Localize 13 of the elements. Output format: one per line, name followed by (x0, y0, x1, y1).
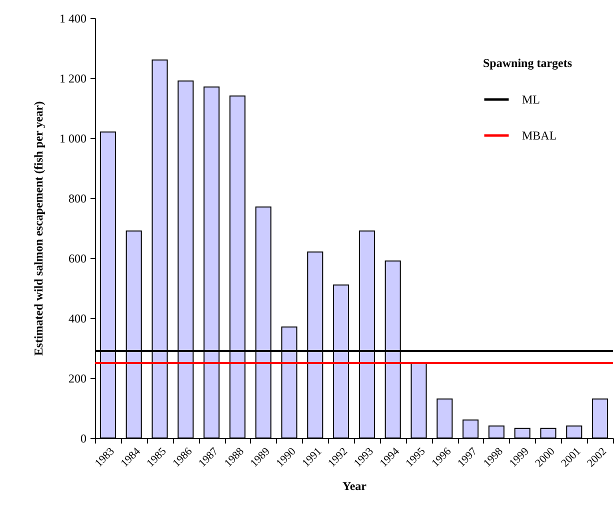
y-tick-label: 1 200 (60, 72, 86, 86)
y-axis-title: Estimated wild salmon escapement (fish per year) (32, 101, 46, 356)
legend-title: Spawning targets (483, 56, 572, 70)
y-tick-label: 200 (68, 372, 86, 386)
y-tick-label: 0 (80, 432, 86, 446)
legend-label: ML (522, 92, 540, 106)
y-tick-label: 1 000 (60, 132, 86, 146)
x-axis-title: Year (342, 478, 368, 493)
y-tick-label: 800 (68, 192, 86, 206)
legend-label: MBAL (522, 128, 557, 142)
y-tick-label: 400 (68, 312, 86, 326)
y-tick-label: 1 400 (60, 12, 86, 26)
y-tick-label: 600 (68, 252, 86, 266)
